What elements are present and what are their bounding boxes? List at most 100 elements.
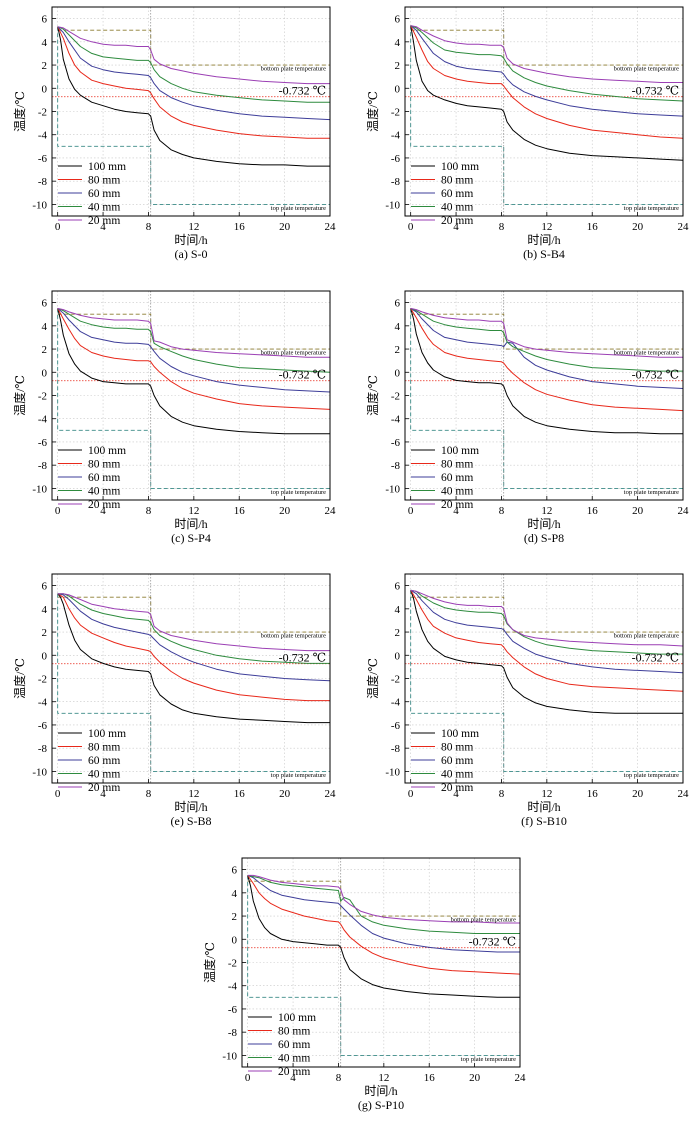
y-tick-label: -6 (38, 153, 48, 165)
y-tick-label: 2 (395, 60, 401, 72)
series-line-60mm (247, 874, 520, 953)
x-tick-label: 8 (499, 505, 505, 517)
x-tick-label: 8 (146, 505, 152, 517)
legend-label: 60 mm (88, 472, 120, 484)
bottom-plate-temperature-line (57, 596, 330, 633)
legend-label: 20 mm (441, 499, 473, 511)
x-tick-label: 16 (234, 505, 246, 517)
top-plate-temperature-line (410, 25, 683, 205)
x-tick-label: 12 (541, 505, 552, 517)
y-tick-label: 4 (395, 37, 401, 49)
y-tick-label: 2 (395, 344, 401, 356)
y-tick-label: 6 (395, 298, 401, 310)
reference-lines (52, 574, 330, 783)
y-tick-label: -2 (38, 107, 47, 119)
top-plate-temperature-line (57, 593, 330, 772)
series-line-20mm (57, 26, 330, 85)
series-line-20mm (410, 25, 683, 83)
legend-label: 40 mm (441, 486, 473, 498)
bottom-plate-annotation: bottom plate temperature (614, 349, 679, 356)
x-tick-label: 16 (424, 1072, 436, 1084)
legend-label: 80 mm (88, 459, 120, 471)
x-tick-label: 20 (279, 221, 291, 233)
y-tick-label: -8 (38, 460, 48, 472)
top-plate-annotation: top plate temperature (271, 205, 326, 212)
panel-caption: (a) S-0 (175, 247, 208, 261)
bottom-plate-annotation: bottom plate temperature (451, 916, 516, 923)
bottom-plate-temperature-line (57, 313, 330, 350)
x-tick-label: 8 (499, 788, 505, 800)
x-tick-label: 20 (469, 1072, 481, 1084)
x-tick-label: 24 (678, 505, 690, 517)
y-tick-label: -2 (228, 958, 237, 970)
top-plate-annotation: top plate temperature (271, 489, 326, 496)
legend-label: 40 mm (88, 202, 120, 214)
y-tick-label: 2 (395, 627, 401, 639)
series-line-80mm (57, 593, 330, 702)
x-tick-label: 12 (188, 505, 199, 517)
series-line-40mm (247, 874, 520, 934)
y-tick-label: 6 (395, 581, 401, 593)
series-line-80mm (410, 308, 684, 412)
legend-label: 60 mm (88, 188, 120, 200)
x-tick-label: 0 (55, 505, 61, 517)
legend-label: 60 mm (441, 755, 473, 767)
y-tick-label: -8 (391, 460, 401, 472)
y-tick-label: 6 (232, 865, 238, 877)
top-plate-annotation: top plate temperature (624, 772, 679, 779)
y-axis-label: 温度/℃ (12, 375, 27, 416)
y-tick-label: 6 (395, 14, 401, 26)
y-tick-label: -10 (32, 766, 47, 778)
y-tick-label: -10 (385, 483, 400, 495)
y-tick-label: -8 (391, 176, 401, 188)
y-axis-label: 温度/℃ (365, 91, 380, 132)
series-line-80mm (247, 875, 521, 975)
series-line-60mm (410, 25, 684, 117)
panel-caption: (d) S-P8 (524, 531, 564, 545)
x-tick-label: 16 (587, 788, 599, 800)
x-tick-label: 24 (678, 221, 690, 233)
x-tick-label: 8 (499, 221, 505, 233)
x-tick-label: 4 (453, 221, 459, 233)
legend-label: 100 mm (88, 728, 126, 740)
x-tick-label: 20 (632, 788, 644, 800)
y-tick-label: -6 (38, 720, 48, 732)
series-line-60mm (410, 307, 684, 389)
top-plate-annotation: top plate temperature (624, 489, 679, 496)
x-tick-label: 20 (632, 221, 644, 233)
x-tick-label: 4 (290, 1072, 296, 1084)
panel-caption: (e) S-B8 (171, 814, 212, 828)
series-line-80mm (57, 308, 331, 410)
y-tick-label: -4 (38, 130, 48, 142)
y-tick-label: 6 (42, 581, 48, 593)
series-line-40mm (57, 26, 330, 103)
y-tick-label: 6 (42, 298, 48, 310)
panel-caption: (g) S-P10 (358, 1098, 404, 1112)
series-line-20mm (410, 589, 684, 647)
y-tick-label: -2 (391, 391, 400, 403)
y-axis-label: 温度/℃ (365, 375, 380, 416)
series-line-100mm (57, 593, 330, 724)
y-tick-label: 2 (42, 344, 48, 356)
series-line-100mm (410, 308, 683, 435)
y-tick-label: -6 (391, 153, 401, 165)
y-tick-label: -8 (38, 176, 48, 188)
x-tick-label: 12 (188, 221, 199, 233)
y-axis-label: 温度/℃ (12, 658, 27, 699)
series-line-20mm (57, 593, 330, 652)
x-tick-label: 0 (55, 788, 61, 800)
y-tick-label: -6 (391, 437, 401, 449)
legend-label: 20 mm (88, 782, 120, 794)
series-line-60mm (410, 589, 684, 674)
x-tick-label: 8 (146, 221, 152, 233)
y-tick-label: 4 (42, 604, 48, 616)
reference-lines (52, 291, 330, 500)
series-line-40mm (410, 589, 683, 655)
series-line-20mm (57, 307, 330, 358)
phase-change-annotation: -0.732 ℃ (632, 651, 679, 665)
